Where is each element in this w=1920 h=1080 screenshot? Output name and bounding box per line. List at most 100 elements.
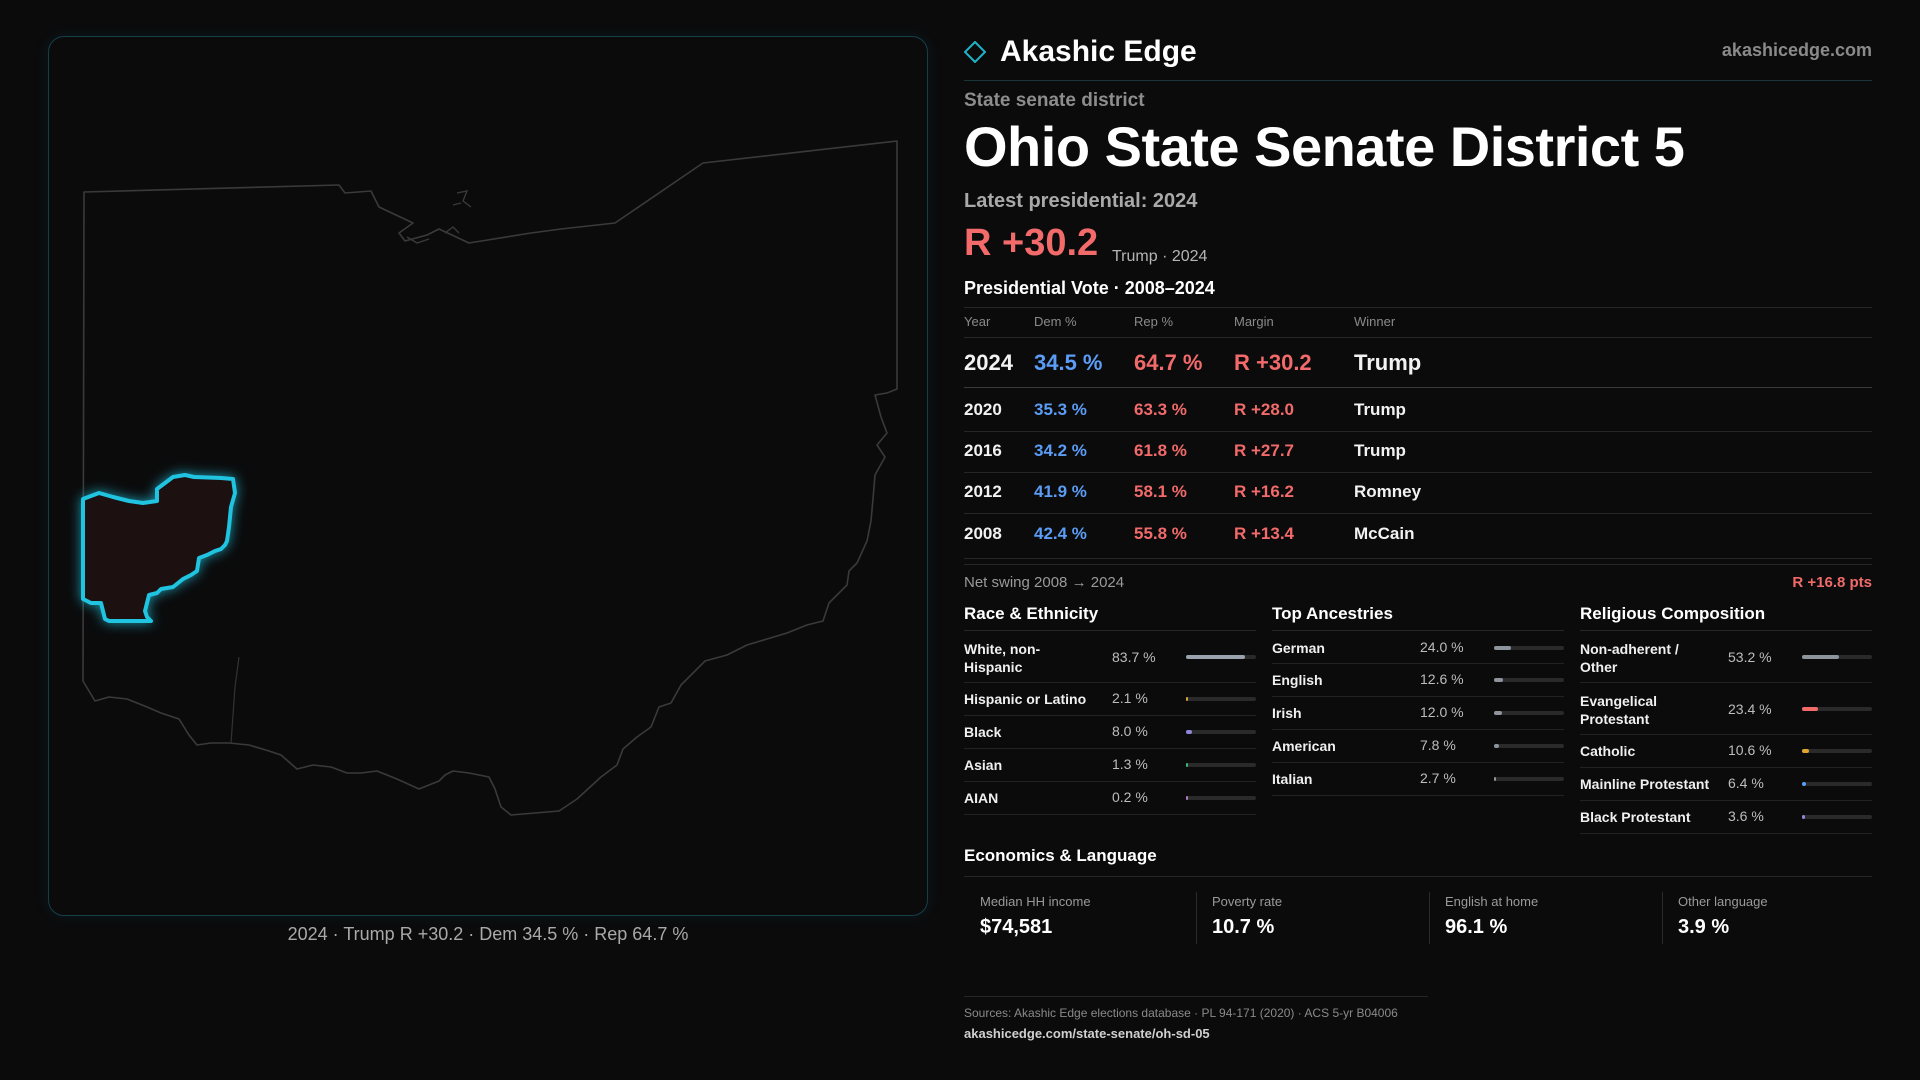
table-row-divider: [964, 472, 1872, 473]
diamond-logo-icon: [964, 41, 986, 63]
row-dem: 34.2 %: [1034, 441, 1087, 460]
race-value: 8.0 %: [1112, 723, 1148, 739]
row-dem: 42.4 %: [1034, 524, 1087, 543]
stat-card-divider: [1196, 892, 1197, 944]
row-year: 2016: [964, 441, 1002, 460]
row-margin: R +30.2: [1234, 350, 1312, 375]
stat-value: 3.9 %: [1678, 916, 1730, 938]
lake-erie-islands: [406, 190, 472, 244]
religion-label: Black Protestant: [1580, 809, 1691, 825]
race-bar-track: [1186, 730, 1256, 734]
row-winner: Trump: [1354, 350, 1422, 375]
race-row: Asian 1.3 %: [964, 749, 1256, 782]
ancestry-bar-fill: [1494, 646, 1511, 650]
row-dem: 34.5 %: [1034, 350, 1103, 375]
stat-label: Poverty rate: [1212, 894, 1283, 909]
row-year: 2008: [964, 524, 1002, 543]
row-year: 2020: [964, 400, 1002, 419]
ancestries-panel: Top Ancestries German 24.0 % English 12.…: [1272, 604, 1564, 796]
ancestry-bar-track: [1494, 678, 1564, 682]
net-swing-value: R +16.8 pts: [1792, 574, 1872, 591]
ancestry-bar-fill: [1494, 777, 1496, 781]
religion-value: 53.2 %: [1728, 649, 1772, 665]
economics-divider: [964, 876, 1872, 877]
stat-card-other-language: Other language 3.9 %: [1662, 888, 1890, 944]
ancestry-value: 24.0 %: [1420, 639, 1464, 655]
religion-value: 10.6 %: [1728, 742, 1772, 758]
race-label: Asian: [964, 757, 1003, 773]
page-title: Ohio State Senate District 5: [964, 115, 1685, 178]
ancestry-row: German 24.0 %: [1272, 631, 1564, 664]
ancestry-bar-fill: [1494, 678, 1503, 682]
religion-bar-track: [1802, 707, 1872, 711]
stat-card-english: English at home 96.1 %: [1429, 888, 1657, 944]
ancestry-bar-track: [1494, 777, 1564, 781]
col-header-margin: Margin: [1234, 314, 1274, 329]
race-label: Black: [964, 724, 1002, 740]
ancestry-row: American 7.8 %: [1272, 730, 1564, 763]
page-url-link[interactable]: akashicedge.com/state-senate/oh-sd-05: [964, 1026, 1210, 1041]
race-value: 2.1 %: [1112, 690, 1148, 706]
net-swing-label: Net swing 2008 → 2024: [964, 574, 1125, 591]
row-rep: 61.8 %: [1134, 441, 1187, 460]
col-header-year: Year: [964, 314, 991, 329]
ancestry-bar-track: [1494, 646, 1564, 650]
stat-label: English at home: [1445, 894, 1539, 909]
race-value: 1.3 %: [1112, 756, 1148, 772]
col-header-winner: Winner: [1354, 314, 1396, 329]
religion-title: Religious Composition: [1580, 604, 1872, 631]
religion-bar-fill: [1802, 655, 1839, 659]
county-line-fragment: [230, 656, 240, 744]
religion-bar-fill: [1802, 782, 1806, 786]
religion-value: 3.6 %: [1728, 808, 1764, 824]
table-row-divider: [964, 558, 1872, 559]
district-type-label: State senate district: [964, 90, 1145, 111]
religion-value: 23.4 %: [1728, 701, 1772, 717]
religion-bar-fill: [1802, 707, 1818, 711]
district-map-panel: [48, 36, 928, 916]
race-bar-track: [1186, 763, 1256, 767]
row-winner: Trump: [1354, 441, 1406, 460]
race-bar-fill: [1186, 655, 1245, 659]
stat-label: Median HH income: [980, 894, 1091, 909]
row-year: 2024: [964, 350, 1013, 375]
ohio-state-outline: [82, 140, 898, 816]
religion-row: Non-adherent / Other 53.2 %: [1580, 631, 1872, 683]
stat-value: $74,581: [980, 916, 1053, 938]
race-label: White, non-Hispanic: [964, 641, 1041, 675]
stat-card-divider: [1429, 892, 1430, 944]
row-rep: 58.1 %: [1134, 482, 1187, 501]
headline-margin-subtitle: Trump · 2024: [1112, 248, 1208, 265]
footer-divider: [964, 996, 1428, 997]
ancestry-label: German: [1272, 640, 1325, 656]
col-header-rep: Rep %: [1134, 314, 1174, 329]
race-bar-fill: [1186, 697, 1188, 701]
table-top-divider: [964, 307, 1872, 308]
headline-margin: R +30.2: [964, 222, 1099, 264]
race-label: AIAN: [964, 790, 999, 806]
religion-panel: Religious Composition Non-adherent / Oth…: [1580, 604, 1872, 834]
race-row: AIAN 0.2 %: [964, 782, 1256, 815]
presidential-vote-title: Presidential Vote · 2008–2024: [964, 278, 1215, 298]
race-bar-fill: [1186, 796, 1188, 800]
row-margin: R +16.2: [1234, 482, 1295, 501]
stat-value: 10.7 %: [1212, 916, 1275, 938]
ancestry-bar-track: [1494, 744, 1564, 748]
ancestry-bar-track: [1494, 711, 1564, 715]
ancestry-label: Italian: [1272, 771, 1313, 787]
ancestry-bar-fill: [1494, 744, 1499, 748]
table-bottom-divider: [964, 564, 1872, 565]
race-bar-track: [1186, 796, 1256, 800]
race-ethnicity-title: Race & Ethnicity: [964, 604, 1256, 631]
header-divider: [964, 80, 1872, 81]
race-value: 0.2 %: [1112, 789, 1148, 805]
ancestry-value: 2.7 %: [1420, 770, 1456, 786]
ancestry-label: American: [1272, 738, 1336, 754]
race-value: 83.7 %: [1112, 649, 1156, 665]
site-domain-link[interactable]: akashicedge.com: [1721, 40, 1872, 60]
row-year: 2012: [964, 482, 1002, 501]
religion-bar-fill: [1802, 815, 1805, 819]
row-margin: R +13.4: [1234, 524, 1295, 543]
sources-note: Sources: Akashic Edge elections database…: [964, 1006, 1398, 1020]
stat-value: 96.1 %: [1445, 916, 1508, 938]
